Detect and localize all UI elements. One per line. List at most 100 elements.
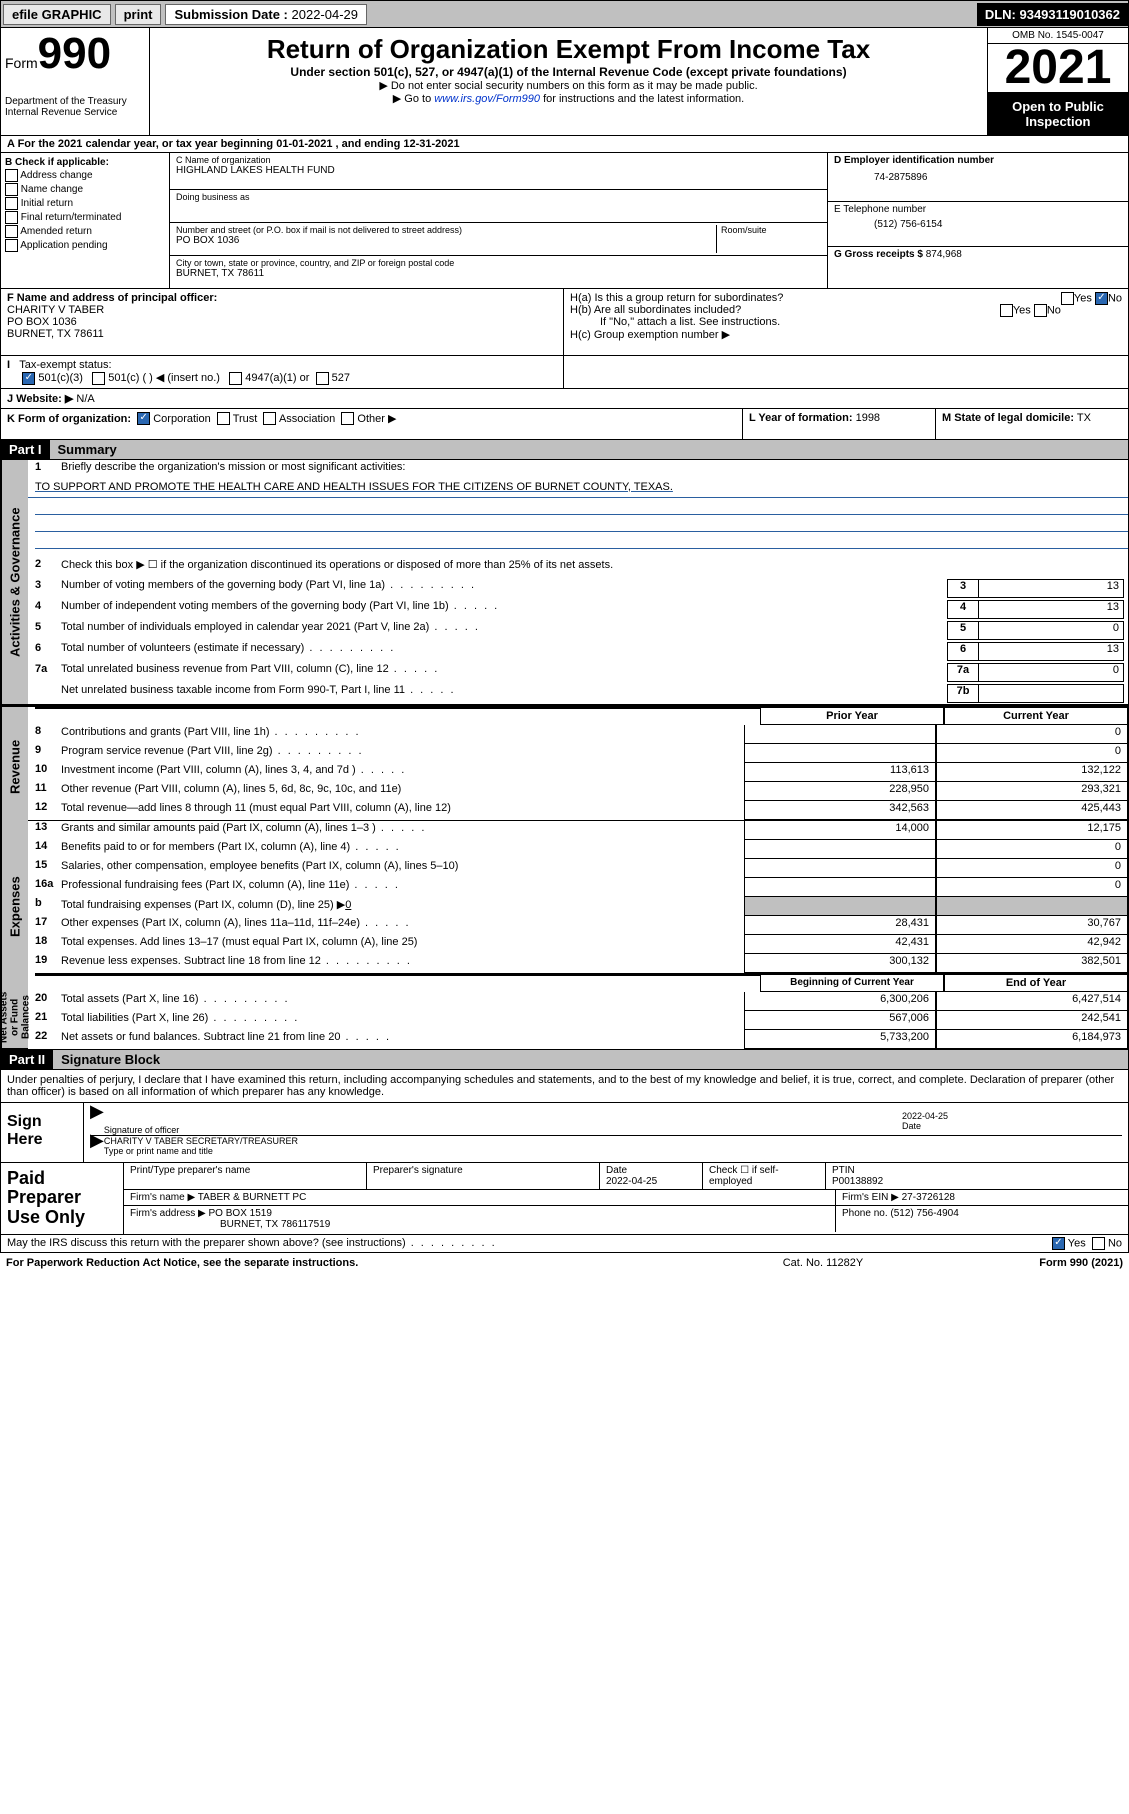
chk-final-return[interactable]: Final return/terminated: [5, 211, 165, 224]
l20-prior: 6,300,206: [744, 992, 936, 1011]
part-i-label: Part I: [1, 440, 50, 459]
website-value: N/A: [76, 393, 94, 405]
ha-yes-checkbox[interactable]: [1061, 292, 1074, 305]
l13-desc: Grants and similar amounts paid (Part IX…: [61, 821, 744, 840]
line-9: 9Program service revenue (Part VIII, lin…: [1, 744, 1128, 763]
chk-501c[interactable]: [92, 372, 105, 385]
ptin-value: P00138892: [832, 1176, 1122, 1187]
chk-initial-return[interactable]: Initial return: [5, 197, 165, 210]
line-17: 17Other expenses (Part IX, column (A), l…: [1, 916, 1128, 935]
prep-name-label: Print/Type preparer's name: [130, 1165, 360, 1176]
chk-label-4: Amended return: [20, 226, 92, 237]
discuss-no-checkbox[interactable]: [1092, 1237, 1105, 1250]
line-18: 18Total expenses. Add lines 13–17 (must …: [1, 935, 1128, 954]
cat-no: Cat. No. 11282Y: [723, 1257, 923, 1269]
l17-curr: 30,767: [936, 916, 1128, 935]
line-1: 1 Briefly describe the organization's mi…: [1, 460, 1128, 481]
discuss-yes-checkbox[interactable]: [1052, 1237, 1065, 1250]
line-5: 5Total number of individuals employed in…: [1, 620, 1128, 641]
mission-blank-1: [35, 498, 1128, 515]
prep-row-1: Print/Type preparer's name Preparer's si…: [124, 1163, 1128, 1190]
eoy-header: End of Year: [944, 974, 1128, 992]
officer-date-label: Date: [902, 1121, 1122, 1131]
chk-label-2: Initial return: [21, 198, 73, 209]
chk-501c3[interactable]: [22, 372, 35, 385]
l14-curr: 0: [936, 840, 1128, 859]
firm-addr-cell: Firm's address ▶ PO BOX 1519 BURNET, TX …: [124, 1206, 836, 1232]
lbl-501c3: 501(c)(3): [38, 372, 83, 384]
chk-4947[interactable]: [229, 372, 242, 385]
line-21: 21Total liabilities (Part X, line 26)567…: [1, 1011, 1128, 1030]
l12-prior: 342,563: [744, 801, 936, 820]
l9-prior: [744, 744, 936, 763]
chk-name-change[interactable]: Name change: [5, 183, 165, 196]
firm-addr-label: Firm's address ▶: [130, 1208, 206, 1219]
discuss-text: May the IRS discuss this return with the…: [7, 1237, 962, 1250]
ha-no-checkbox[interactable]: [1095, 292, 1108, 305]
state-domicile: M State of legal domicile: TX: [935, 409, 1128, 439]
print-button[interactable]: print: [115, 4, 162, 25]
dln-value: 93493119010362: [1019, 7, 1120, 22]
phone-value: (512) 756-6154: [834, 219, 1122, 230]
chk-amended-return[interactable]: Amended return: [5, 225, 165, 238]
chk-corp[interactable]: [137, 412, 150, 425]
chk-trust[interactable]: [217, 412, 230, 425]
row-a-text-b: , and ending: [332, 138, 403, 150]
block-f-h: F Name and address of principal officer:…: [0, 289, 1129, 356]
org-name-cell: C Name of organization HIGHLAND LAKES HE…: [170, 153, 827, 190]
l16b-desc: Total fundraising expenses (Part IX, col…: [61, 897, 744, 916]
chk-assoc[interactable]: [263, 412, 276, 425]
l12-desc: Total revenue—add lines 8 through 11 (mu…: [61, 801, 744, 820]
lbl-501c: 501(c) ( ) ◀ (insert no.): [108, 372, 220, 384]
line-7b: bNet unrelated business taxable income f…: [1, 683, 1128, 704]
chk-other[interactable]: [341, 412, 354, 425]
l16b-val: 0: [345, 899, 351, 911]
firm-name-cell: Firm's name ▶ TABER & BURNETT PC: [124, 1190, 836, 1205]
activities-governance-section: Activities & Governance 1 Briefly descri…: [0, 460, 1129, 705]
dept-treasury: Department of the Treasury: [5, 96, 145, 107]
l18-desc: Total expenses. Add lines 13–17 (must eq…: [61, 935, 744, 954]
l10-desc: Investment income (Part VIII, column (A)…: [61, 763, 744, 782]
efile-graphic-button[interactable]: efile GRAPHIC: [3, 4, 111, 25]
hb-no-label: No: [1047, 304, 1061, 316]
hb-no-checkbox[interactable]: [1034, 304, 1047, 317]
l19-prior: 300,132: [744, 954, 936, 973]
officer-name-label: Type or print name and title: [104, 1146, 1122, 1156]
chk-527[interactable]: [316, 372, 329, 385]
phone-cell: E Telephone number (512) 756-6154: [828, 202, 1128, 247]
form-title: Return of Organization Exempt From Incom…: [156, 34, 981, 65]
block-b-through-g: B Check if applicable: Address change Na…: [0, 153, 1129, 289]
l20-curr: 6,427,514: [936, 992, 1128, 1011]
l16b-prior-shaded: [744, 897, 936, 916]
vert-net-assets-label: Net Assets or Fund Balances: [1, 987, 28, 1049]
officer-sig-cell: Signature of officer: [104, 1107, 902, 1135]
l21-desc: Total liabilities (Part X, line 26): [61, 1011, 744, 1030]
irs-link[interactable]: www.irs.gov/Form990: [434, 93, 540, 105]
hb-row: H(b) Are all subordinates included? Yes …: [570, 304, 1122, 316]
officer-name-line: ▶ CHARITY V TABER SECRETARY/TREASURER Ty…: [90, 1136, 1122, 1158]
l19-curr: 382,501: [936, 954, 1128, 973]
block-j-row: J Website: ▶ N/A: [0, 389, 1129, 409]
line-20: 20Total assets (Part X, line 16)6,300,20…: [1, 992, 1128, 1011]
ha-no-label: No: [1108, 292, 1122, 304]
chk-address-change[interactable]: Address change: [5, 169, 165, 182]
line-15: 15Salaries, other compensation, employee…: [1, 859, 1128, 878]
line-7a-desc: Total unrelated business revenue from Pa…: [61, 663, 943, 675]
prep-date-cell: Date 2022-04-25: [600, 1163, 703, 1189]
hb-yes-checkbox[interactable]: [1000, 304, 1013, 317]
l16a-desc: Professional fundraising fees (Part IX, …: [61, 878, 744, 897]
chk-app-pending[interactable]: Application pending: [5, 239, 165, 252]
part-ii-header: Part II Signature Block: [0, 1050, 1129, 1070]
l22-desc: Net assets or fund balances. Subtract li…: [61, 1030, 744, 1049]
footer-final: For Paperwork Reduction Act Notice, see …: [0, 1253, 1129, 1273]
line-8: 8Contributions and grants (Part VIII, li…: [1, 725, 1128, 744]
line-4-desc: Number of independent voting members of …: [61, 600, 943, 612]
officer-addr1: PO BOX 1036: [7, 316, 557, 328]
l16a-prior: [744, 878, 936, 897]
part-ii-label: Part II: [1, 1050, 53, 1069]
l13-curr: 12,175: [936, 821, 1128, 840]
paid-preparer-block: Paid Preparer Use Only Print/Type prepar…: [0, 1163, 1129, 1235]
ein-label: D Employer identification number: [834, 155, 1122, 166]
form-footer: Form 990 (2021): [923, 1257, 1123, 1269]
l13-prior: 14,000: [744, 821, 936, 840]
